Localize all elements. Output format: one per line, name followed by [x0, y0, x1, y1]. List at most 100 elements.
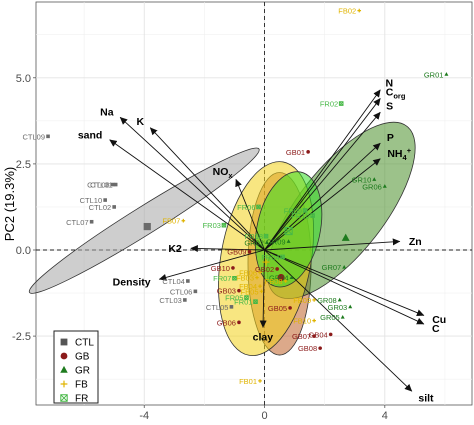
point-label-gr01: GR01 [424, 70, 444, 79]
axis-ticks: -4 0 4 -2.5 0.0 2.5 5.0 [12, 73, 388, 422]
vector-label-subscript: 4 [403, 153, 408, 162]
point-label-fb07: FB07 [162, 217, 180, 226]
vector-silt [264, 249, 413, 392]
point-gb03 [237, 288, 241, 293]
point-fb01 [258, 379, 262, 383]
point-label-fr10: FR10 [291, 212, 309, 221]
point-label-ctl06: CTL06 [170, 287, 193, 296]
point-gb07 [312, 334, 316, 338]
point-label-fr03: FR03 [203, 221, 221, 230]
point-fb06 [258, 270, 262, 275]
vector-sand [109, 139, 265, 251]
point-ctl07 [89, 219, 94, 224]
point-label-fr06: FR06 [237, 203, 255, 212]
point-fr09 [302, 208, 308, 213]
vector-density [158, 249, 265, 281]
vector-label-k: K [137, 116, 145, 128]
centroid-fr [284, 226, 293, 236]
point-gr02 [264, 240, 269, 244]
point-fr02 [338, 101, 344, 106]
vector-label-n: N [386, 78, 394, 90]
vector-corg [264, 98, 381, 251]
point-ctl03 [183, 298, 187, 302]
point-label-gb01: GB01 [286, 148, 305, 157]
vector-label-superscript: + [407, 146, 412, 155]
point-ctl09 [46, 134, 50, 139]
vector-label-sand: sand [78, 130, 103, 142]
point-gr09 [286, 239, 291, 243]
point-label-gr03: GR03 [328, 303, 348, 312]
point-label-gb07: GB07 [292, 332, 311, 341]
legend-marker-fb [60, 380, 68, 388]
vector-label-density: Density [113, 277, 151, 289]
vector-zn [264, 238, 401, 251]
point-fr10 [310, 213, 315, 218]
legend-marker-gr [60, 365, 68, 373]
vector-k2 [190, 244, 265, 252]
point-gb09 [247, 249, 252, 254]
legend-label-ctl: CTL [75, 338, 94, 349]
point-label-fb02: FB02 [338, 7, 356, 16]
point-fb04 [258, 284, 262, 288]
y-tick-label: 5.0 [16, 73, 31, 85]
point-fb09 [312, 298, 316, 302]
point-label-gb05: GB05 [268, 304, 287, 313]
vector-label-nox: NOx [213, 166, 234, 180]
point-gb04 [328, 332, 333, 337]
vector-n [264, 89, 381, 251]
y-tick-label: -2.5 [12, 331, 31, 343]
legend-label-fr: FR [75, 394, 88, 405]
vector-label-na: Na [100, 106, 114, 118]
point-label-fb08: FB08 [265, 277, 283, 286]
vector-label-subscript: org [393, 91, 406, 100]
point-label-ctl09: CTL09 [23, 132, 46, 141]
x-tick-label: 4 [382, 410, 388, 422]
y-tick-label: 0.0 [16, 245, 31, 257]
point-fb03 [255, 275, 259, 280]
point-fb02 [357, 8, 362, 13]
point-fr07 [232, 275, 237, 281]
point-gb08 [318, 346, 322, 350]
point-label-ctl03: CTL03 [159, 296, 182, 305]
vector-label-cu: Cu [432, 314, 446, 326]
vector-label-silt: silt [418, 392, 434, 404]
legend-label-fb: FB [75, 380, 88, 391]
point-label-gb06: GB06 [217, 318, 236, 327]
vector-na [119, 117, 265, 251]
point-gb10 [231, 266, 235, 270]
point-label-ctl08: CTL08 [87, 181, 110, 190]
point-gr03 [348, 304, 353, 309]
vector-label-s: S [386, 100, 393, 112]
point-label-gr10: GR10 [352, 175, 372, 184]
vector-label-subscript: x [228, 171, 233, 180]
point-label-fr04: FR04 [261, 253, 279, 262]
point-label-gb10: GB10 [211, 264, 230, 273]
point-gb06 [237, 320, 241, 325]
point-label-ctl10: CTL10 [80, 196, 103, 205]
vector-c [264, 249, 425, 325]
point-label-fb04: FB04 [239, 282, 257, 291]
point-label-ctl01: CTL01 [90, 181, 113, 190]
point-gr05 [340, 315, 345, 319]
centroid-fb [262, 258, 270, 266]
point-label-ctl07: CTL07 [66, 218, 89, 227]
point-fr06 [256, 204, 261, 210]
point-label-gb03: GB03 [217, 287, 236, 296]
point-label-fb01: FB01 [239, 377, 257, 386]
point-label-gr09: GR09 [266, 237, 286, 246]
vector-s [264, 111, 381, 251]
vector-label-zn: Zn [409, 236, 422, 248]
vector-clay [259, 249, 267, 328]
point-fr03 [221, 222, 227, 228]
point-gr01 [444, 72, 449, 76]
point-ctl10 [103, 198, 107, 202]
x-tick-label: -4 [139, 410, 149, 422]
point-fb08 [283, 279, 288, 283]
point-fr08 [263, 233, 269, 239]
point-ctl06 [193, 289, 198, 294]
point-label-gr05: GR05 [320, 313, 340, 322]
vector-label-k2: K2 [168, 243, 182, 255]
point-gr06 [382, 184, 387, 188]
point-gr08 [337, 297, 342, 302]
